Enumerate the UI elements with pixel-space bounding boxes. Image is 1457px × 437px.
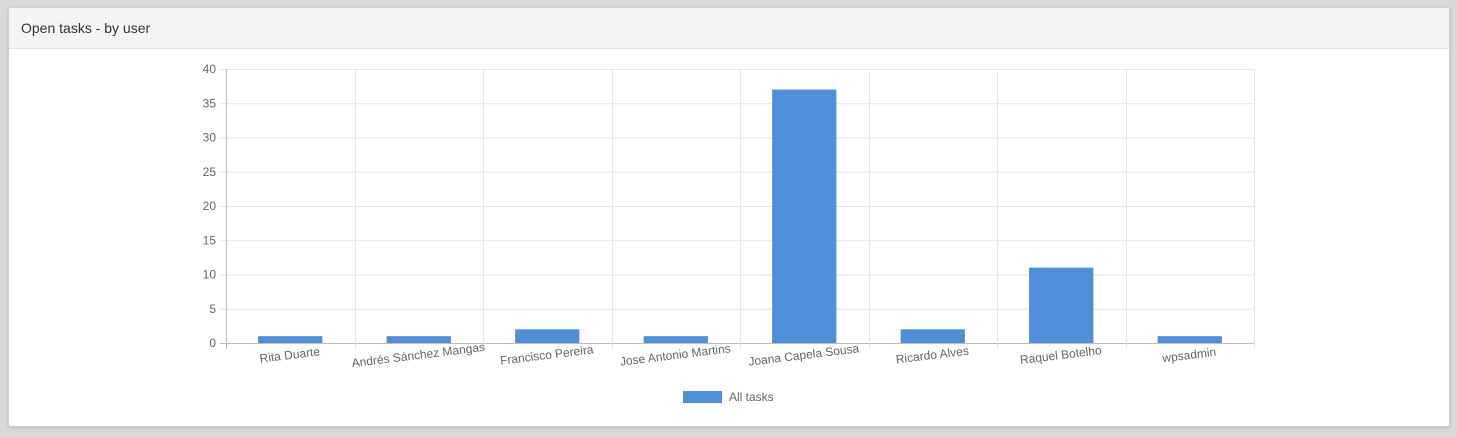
legend-label: All tasks bbox=[729, 390, 774, 404]
bar bbox=[515, 329, 580, 343]
y-tick-label: 10 bbox=[203, 268, 217, 282]
y-tick-label: 35 bbox=[203, 96, 217, 110]
y-tick-label: 5 bbox=[209, 302, 216, 316]
panel-title: Open tasks - by user bbox=[9, 8, 1449, 49]
y-tick-label: 40 bbox=[203, 62, 217, 76]
bar bbox=[643, 336, 708, 343]
y-tick-label: 15 bbox=[203, 233, 217, 247]
x-tick-label: Joana Capela Sousa bbox=[748, 341, 861, 369]
x-tick-label: Jose Antonio Martins bbox=[619, 341, 731, 368]
chart-panel: Open tasks - by user bbox=[8, 7, 1450, 427]
x-tick-label: Raquel Botelho bbox=[1019, 343, 1102, 367]
bar bbox=[1157, 336, 1222, 343]
legend-swatch bbox=[683, 391, 722, 403]
bar bbox=[772, 89, 837, 343]
x-tick-label: wpsadmin bbox=[1161, 345, 1217, 366]
y-tick-label: 25 bbox=[203, 165, 217, 179]
bar bbox=[258, 336, 323, 343]
bar bbox=[386, 336, 451, 343]
x-tick-label: Rita Duarte bbox=[259, 344, 321, 365]
y-tick-label: 20 bbox=[203, 199, 217, 213]
x-tick-label: Francisco Pereira bbox=[499, 342, 594, 367]
bar bbox=[900, 329, 965, 343]
bar bbox=[1029, 267, 1094, 343]
x-tick-label: Ricardo Alves bbox=[895, 344, 970, 367]
y-tick-label: 30 bbox=[203, 131, 217, 145]
y-tick-label: 0 bbox=[209, 336, 216, 350]
x-tick-label: Andrés Sánchez Mangas bbox=[351, 340, 486, 370]
